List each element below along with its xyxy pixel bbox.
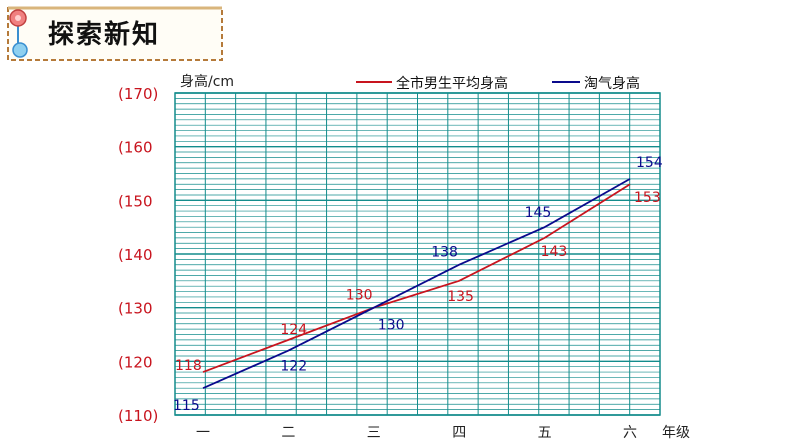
- x-tick-label: 一: [196, 425, 210, 441]
- y-tick-label: (170): [118, 85, 158, 103]
- series-line: [202, 178, 631, 389]
- data-label: 154: [636, 155, 663, 171]
- x-tick-label: 四: [452, 425, 466, 441]
- x-tick-label: 六: [623, 425, 637, 441]
- data-label: 138: [431, 245, 458, 261]
- y-tick-label: (140: [118, 246, 152, 264]
- data-label: 143: [541, 244, 568, 260]
- legend-label: 全市男生平均身高: [396, 75, 508, 92]
- x-tick-label: 三: [367, 425, 381, 441]
- x-tick-label: 二: [281, 425, 295, 441]
- y-tick-label: (110): [118, 407, 158, 425]
- x-tick-label: 五: [538, 425, 552, 441]
- data-label: 118: [175, 358, 202, 374]
- data-label: 153: [634, 190, 661, 206]
- data-label: 122: [280, 359, 307, 375]
- y-axis-label: 身高/cm: [180, 73, 234, 90]
- title-banner: 探索新知: [0, 0, 230, 70]
- x-axis-label: 年级: [662, 425, 690, 441]
- y-tick-label: (120: [118, 353, 152, 371]
- legend-label: 淘气身高: [584, 75, 640, 92]
- series-line: [202, 183, 631, 373]
- y-tick-label: (130: [118, 300, 152, 318]
- data-label: 115: [173, 398, 200, 414]
- data-label: 145: [525, 205, 552, 221]
- y-tick-label: (150: [118, 192, 152, 210]
- page-title: 探索新知: [48, 20, 161, 50]
- data-label: 130: [378, 318, 405, 334]
- data-label: 135: [447, 289, 474, 305]
- data-label: 130: [346, 288, 373, 304]
- data-label: 124: [280, 322, 307, 338]
- y-tick-label: (160: [118, 139, 152, 157]
- candy-icon: [12, 42, 28, 58]
- banner-frame: [7, 6, 223, 61]
